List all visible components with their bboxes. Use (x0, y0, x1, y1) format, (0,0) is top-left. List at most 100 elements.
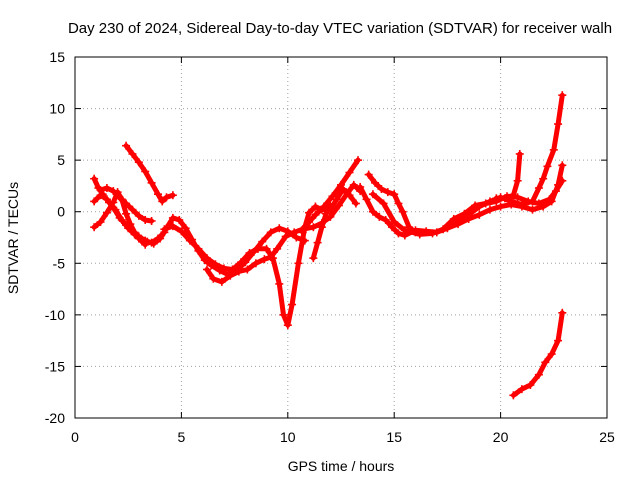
data-point (558, 308, 567, 317)
data-point (364, 170, 373, 179)
data-point (288, 300, 297, 309)
data-point (313, 238, 322, 247)
x-tick-label: 0 (71, 429, 79, 445)
data-point (219, 264, 228, 273)
data-point (153, 234, 162, 243)
y-tick-label: 15 (49, 49, 65, 65)
data-point (168, 191, 177, 200)
data-point (115, 213, 124, 222)
x-tick-label: 20 (493, 429, 509, 445)
data-point (254, 244, 263, 253)
data-point (262, 244, 271, 253)
data-point (292, 233, 301, 242)
y-tick-label: -20 (45, 410, 65, 426)
data-point (141, 167, 150, 176)
data-point (175, 215, 184, 224)
data-point (377, 185, 386, 194)
data-point (371, 178, 380, 187)
data-point (102, 183, 111, 192)
data-point (326, 201, 335, 210)
x-tick-label: 15 (386, 429, 402, 445)
series-track-h (298, 156, 363, 237)
data-point (534, 183, 543, 192)
y-tick-label: -10 (45, 307, 65, 323)
data-point (337, 180, 345, 189)
data-point (534, 370, 543, 379)
data-point (128, 149, 137, 158)
data-point (517, 200, 526, 209)
data-point (394, 229, 403, 238)
plot-frame (74, 56, 608, 419)
data-point (128, 205, 137, 214)
data-point (153, 190, 162, 199)
data-point (298, 228, 307, 237)
data-point (275, 279, 284, 288)
data-point (509, 191, 518, 200)
data-point (368, 190, 377, 199)
grid-lines (75, 57, 607, 418)
x-tick-label: 25 (599, 429, 615, 445)
data-point (141, 240, 150, 249)
data-point (398, 207, 407, 216)
data-point (375, 212, 384, 221)
series-track-i (309, 201, 335, 263)
data-point (343, 189, 352, 198)
data-point (485, 197, 494, 206)
series-track-m (443, 91, 567, 232)
data-point (500, 194, 509, 203)
y-tick-label: -5 (53, 255, 66, 271)
data-point (305, 208, 314, 217)
series-track-e (122, 141, 177, 206)
data-point (415, 230, 424, 239)
y-tick-label: 10 (49, 101, 65, 117)
data-point (322, 209, 331, 218)
data-point (147, 238, 156, 247)
data-point (305, 218, 314, 227)
data-point (526, 380, 535, 389)
data-point (147, 178, 156, 187)
data-point (515, 149, 524, 158)
data-point (115, 193, 124, 202)
data-point (309, 223, 318, 232)
data-point (354, 156, 363, 165)
data-point (383, 188, 392, 197)
data-point (162, 193, 171, 202)
data-point (234, 267, 243, 276)
data-point (400, 226, 409, 235)
axis-ticks (74, 56, 608, 419)
data-point (319, 202, 328, 211)
y-axis-label: SDTVAR / TECUs (5, 182, 21, 294)
data-point (534, 199, 543, 208)
data-point (181, 224, 190, 233)
data-point (90, 174, 99, 183)
data-point (485, 205, 494, 214)
series-track-k (364, 170, 420, 237)
data-point (96, 218, 105, 227)
y-tick-label: -15 (45, 358, 65, 374)
data-point (158, 197, 167, 206)
data-point (311, 210, 320, 219)
data-point (122, 209, 131, 218)
data-point (513, 193, 522, 202)
data-point (266, 228, 275, 237)
data-point (273, 244, 282, 253)
data-point (545, 195, 554, 204)
data-point (551, 187, 560, 196)
data-point (443, 223, 452, 232)
data-series (90, 91, 567, 400)
data-point (90, 223, 99, 232)
data-point (464, 210, 473, 219)
data-point (543, 162, 552, 171)
data-point (356, 182, 365, 191)
data-point (394, 199, 403, 208)
data-point (177, 227, 186, 236)
data-point (109, 187, 118, 196)
data-point (390, 190, 399, 199)
data-point (202, 254, 211, 263)
data-point (283, 321, 292, 330)
data-point (528, 197, 537, 206)
data-point (517, 385, 526, 394)
data-point (328, 192, 337, 201)
data-point (275, 224, 284, 233)
